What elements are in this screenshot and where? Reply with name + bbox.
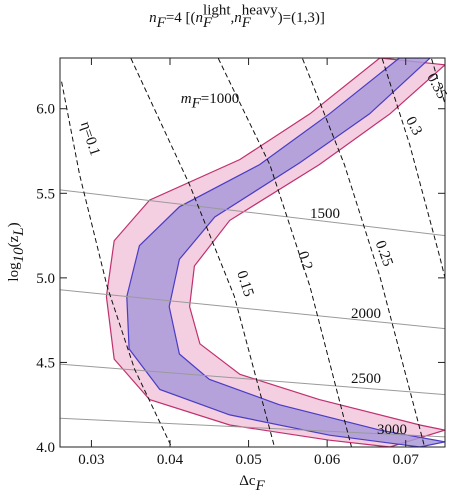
- y-axis-label-part: 10: [11, 247, 27, 263]
- band: [105, 58, 445, 447]
- mass-label-part: m: [181, 91, 192, 107]
- mass-contour: [60, 363, 445, 396]
- chart-title-part: ,: [231, 10, 235, 26]
- x-axis-label-part: F: [255, 478, 266, 494]
- x-tick-label: 0.06: [314, 452, 341, 468]
- y-axis-label-part: (z: [6, 235, 22, 247]
- eta-label: 0.25: [372, 239, 396, 269]
- y-tick-label: 6.0: [36, 102, 55, 118]
- y-axis-label-part: ): [6, 222, 22, 227]
- y-tick-label: 4.5: [36, 355, 55, 371]
- mass-label-part: 2000: [351, 306, 381, 322]
- chart-title-part: light: [203, 2, 231, 18]
- eta-contour: [217, 58, 352, 447]
- eta-contour: [381, 58, 445, 279]
- eta-label: 0.3: [402, 114, 425, 138]
- band: [126, 58, 445, 447]
- eta-contour: [430, 58, 445, 104]
- chart-title-part: )=(1,3)]: [278, 10, 325, 26]
- mass-label-part: F: [191, 96, 202, 112]
- mass-label: 3000: [377, 422, 407, 438]
- plot-area: [60, 58, 445, 447]
- eta-contour: [130, 58, 275, 447]
- mass-contour: [60, 289, 445, 330]
- chart-title-part: heavy: [242, 2, 278, 18]
- x-tick-label: 0.04: [157, 452, 184, 468]
- eta-contour: [61, 81, 173, 447]
- mass-contour: [60, 189, 445, 237]
- chart-title-part: n: [149, 10, 157, 26]
- chart-title-part: F: [156, 15, 167, 31]
- chart-title-part: =4 [(: [166, 10, 196, 26]
- x-tick-label: 0.03: [78, 452, 104, 468]
- mass-label: 1500: [310, 206, 340, 222]
- x-tick-label: 0.05: [235, 452, 261, 468]
- mass-contour: [60, 417, 445, 438]
- mass-label-part: 3000: [377, 422, 407, 438]
- chart-title-part: F: [241, 15, 252, 31]
- eta-contour: [301, 58, 426, 447]
- y-tick-label: 5.0: [36, 271, 55, 287]
- eta-label: 0.15: [233, 269, 256, 299]
- chart-title-part: n: [196, 10, 204, 26]
- mass-label-part: =1000: [201, 91, 239, 107]
- y-axis-label-part: L: [11, 227, 27, 236]
- mass-label: 2000: [351, 306, 381, 322]
- frame: [59, 57, 446, 448]
- x-axis-label-part: Δc: [239, 473, 256, 489]
- mass-label-part: 2500: [351, 371, 381, 387]
- chart-title-part: F: [202, 15, 213, 31]
- eta-label: 0.2: [294, 249, 315, 272]
- eta-label: 0.35: [423, 71, 449, 102]
- x-tick-label: 0.07: [393, 452, 420, 468]
- mass-label-part: 1500: [310, 206, 340, 222]
- chart-title-part: n: [234, 10, 242, 26]
- mass-label: m F =1000: [181, 91, 239, 112]
- x-axis-label: Δc F: [239, 473, 265, 494]
- mass-label: 2500: [351, 371, 381, 387]
- y-tick-label: 5.5: [36, 186, 55, 202]
- y-axis-label-part: log: [6, 262, 22, 282]
- eta-label: η=0.1: [77, 120, 103, 158]
- y-tick-label: 4.0: [36, 440, 55, 456]
